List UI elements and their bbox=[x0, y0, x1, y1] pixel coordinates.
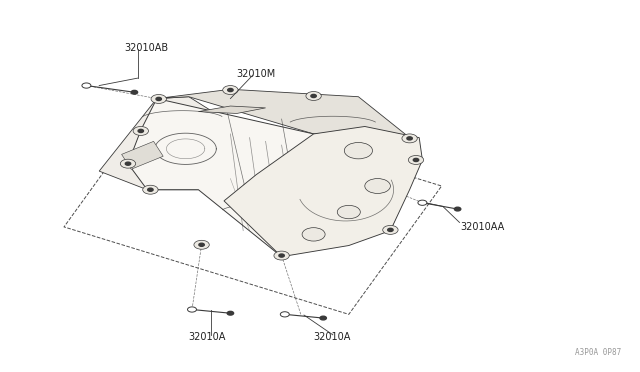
Circle shape bbox=[454, 207, 461, 211]
Circle shape bbox=[131, 90, 138, 94]
Circle shape bbox=[138, 129, 143, 132]
Circle shape bbox=[223, 86, 238, 94]
Circle shape bbox=[311, 94, 316, 97]
Circle shape bbox=[151, 94, 166, 103]
Polygon shape bbox=[198, 106, 266, 113]
Circle shape bbox=[344, 142, 372, 159]
Circle shape bbox=[227, 311, 234, 315]
Circle shape bbox=[156, 97, 161, 100]
Circle shape bbox=[82, 83, 91, 88]
Text: 32010AB: 32010AB bbox=[125, 44, 169, 53]
Circle shape bbox=[306, 92, 321, 100]
Circle shape bbox=[143, 185, 158, 194]
Circle shape bbox=[337, 205, 360, 219]
Circle shape bbox=[188, 307, 196, 312]
Text: A3P0A 0P87: A3P0A 0P87 bbox=[575, 348, 621, 357]
Circle shape bbox=[383, 225, 398, 234]
Circle shape bbox=[418, 200, 427, 205]
Circle shape bbox=[194, 240, 209, 249]
Text: 32010A: 32010A bbox=[314, 332, 351, 341]
Circle shape bbox=[407, 137, 412, 140]
Polygon shape bbox=[128, 99, 419, 257]
Circle shape bbox=[402, 134, 417, 143]
Circle shape bbox=[280, 312, 289, 317]
Text: 32010AA: 32010AA bbox=[461, 222, 505, 232]
Circle shape bbox=[279, 254, 284, 257]
Circle shape bbox=[408, 155, 424, 164]
Polygon shape bbox=[157, 89, 410, 138]
Circle shape bbox=[199, 243, 204, 246]
Circle shape bbox=[413, 158, 419, 161]
Text: 32010A: 32010A bbox=[189, 332, 226, 341]
Circle shape bbox=[228, 89, 233, 92]
Polygon shape bbox=[224, 126, 422, 257]
Circle shape bbox=[148, 188, 153, 191]
Circle shape bbox=[320, 316, 326, 320]
Circle shape bbox=[365, 179, 390, 193]
Circle shape bbox=[125, 162, 131, 165]
Circle shape bbox=[388, 228, 393, 231]
Circle shape bbox=[120, 159, 136, 168]
Circle shape bbox=[133, 126, 148, 135]
Circle shape bbox=[274, 251, 289, 260]
Circle shape bbox=[302, 228, 325, 241]
Text: 32010M: 32010M bbox=[237, 70, 276, 79]
Polygon shape bbox=[99, 97, 230, 190]
Polygon shape bbox=[122, 141, 163, 169]
